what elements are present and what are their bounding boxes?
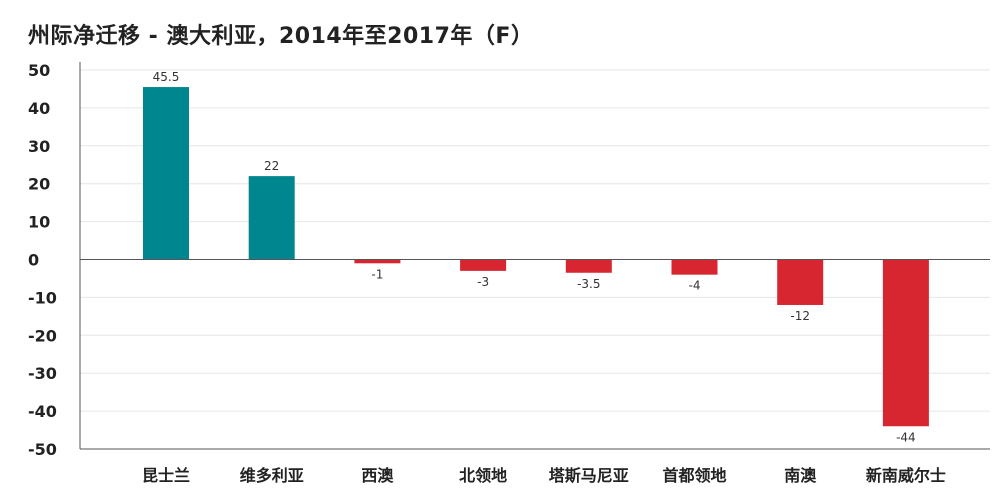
data-label: 22 [264,159,279,173]
y-tick-label: -20 [28,326,57,345]
y-tick-labels: 50 40 30 20 10 0 -10 -20 -30 -40 -50 [28,61,57,459]
data-label: -44 [896,430,916,444]
x-tick-label: 新南威尔士 [866,466,946,485]
data-label: -12 [790,309,810,323]
x-tick-label: 塔斯马尼亚 [549,466,629,485]
data-label: 45.5 [153,70,180,84]
bar [460,259,507,271]
x-tick-label: 首都领地 [662,466,726,485]
bar [143,87,189,260]
bar [248,176,295,260]
bar [777,259,824,305]
x-tick-label: 南澳 [784,466,817,485]
data-label: -1 [371,267,383,281]
bars [143,87,929,427]
bar [882,259,929,427]
y-tick-label: 0 [28,251,39,270]
chart-title: 州际净迁移 - 澳大利亚，2014年至2017年（F） [28,24,534,49]
x-tick-label: 维多利亚 [240,466,304,485]
y-tick-label: -50 [28,440,57,459]
y-tick-label: -40 [28,402,57,421]
y-tick-label: -30 [28,364,57,383]
axes [79,62,990,450]
y-tick-label: 30 [28,137,50,156]
y-tick-label: 40 [28,99,50,118]
y-tick-label: 10 [28,213,50,232]
bar [671,259,718,275]
x-tick-label: 西澳 [361,466,394,485]
data-label: -3 [477,275,489,289]
bar [354,259,401,264]
x-tick-labels: 昆士兰 维多利亚 西澳 北领地 塔斯马尼亚 首都领地 南澳 新南威尔士 [142,466,946,485]
y-tick-label: 50 [28,61,50,80]
bar [565,259,612,273]
y-tick-label: -10 [28,288,57,307]
y-tick-label: 20 [28,175,50,194]
x-tick-label: 北领地 [459,466,507,485]
data-labels: 45.5 22 -1 -3 -3.5 -4 -12 -44 [153,70,916,444]
data-label: -4 [689,279,701,293]
data-label: -3.5 [577,277,600,291]
x-tick-label: 昆士兰 [142,466,190,485]
